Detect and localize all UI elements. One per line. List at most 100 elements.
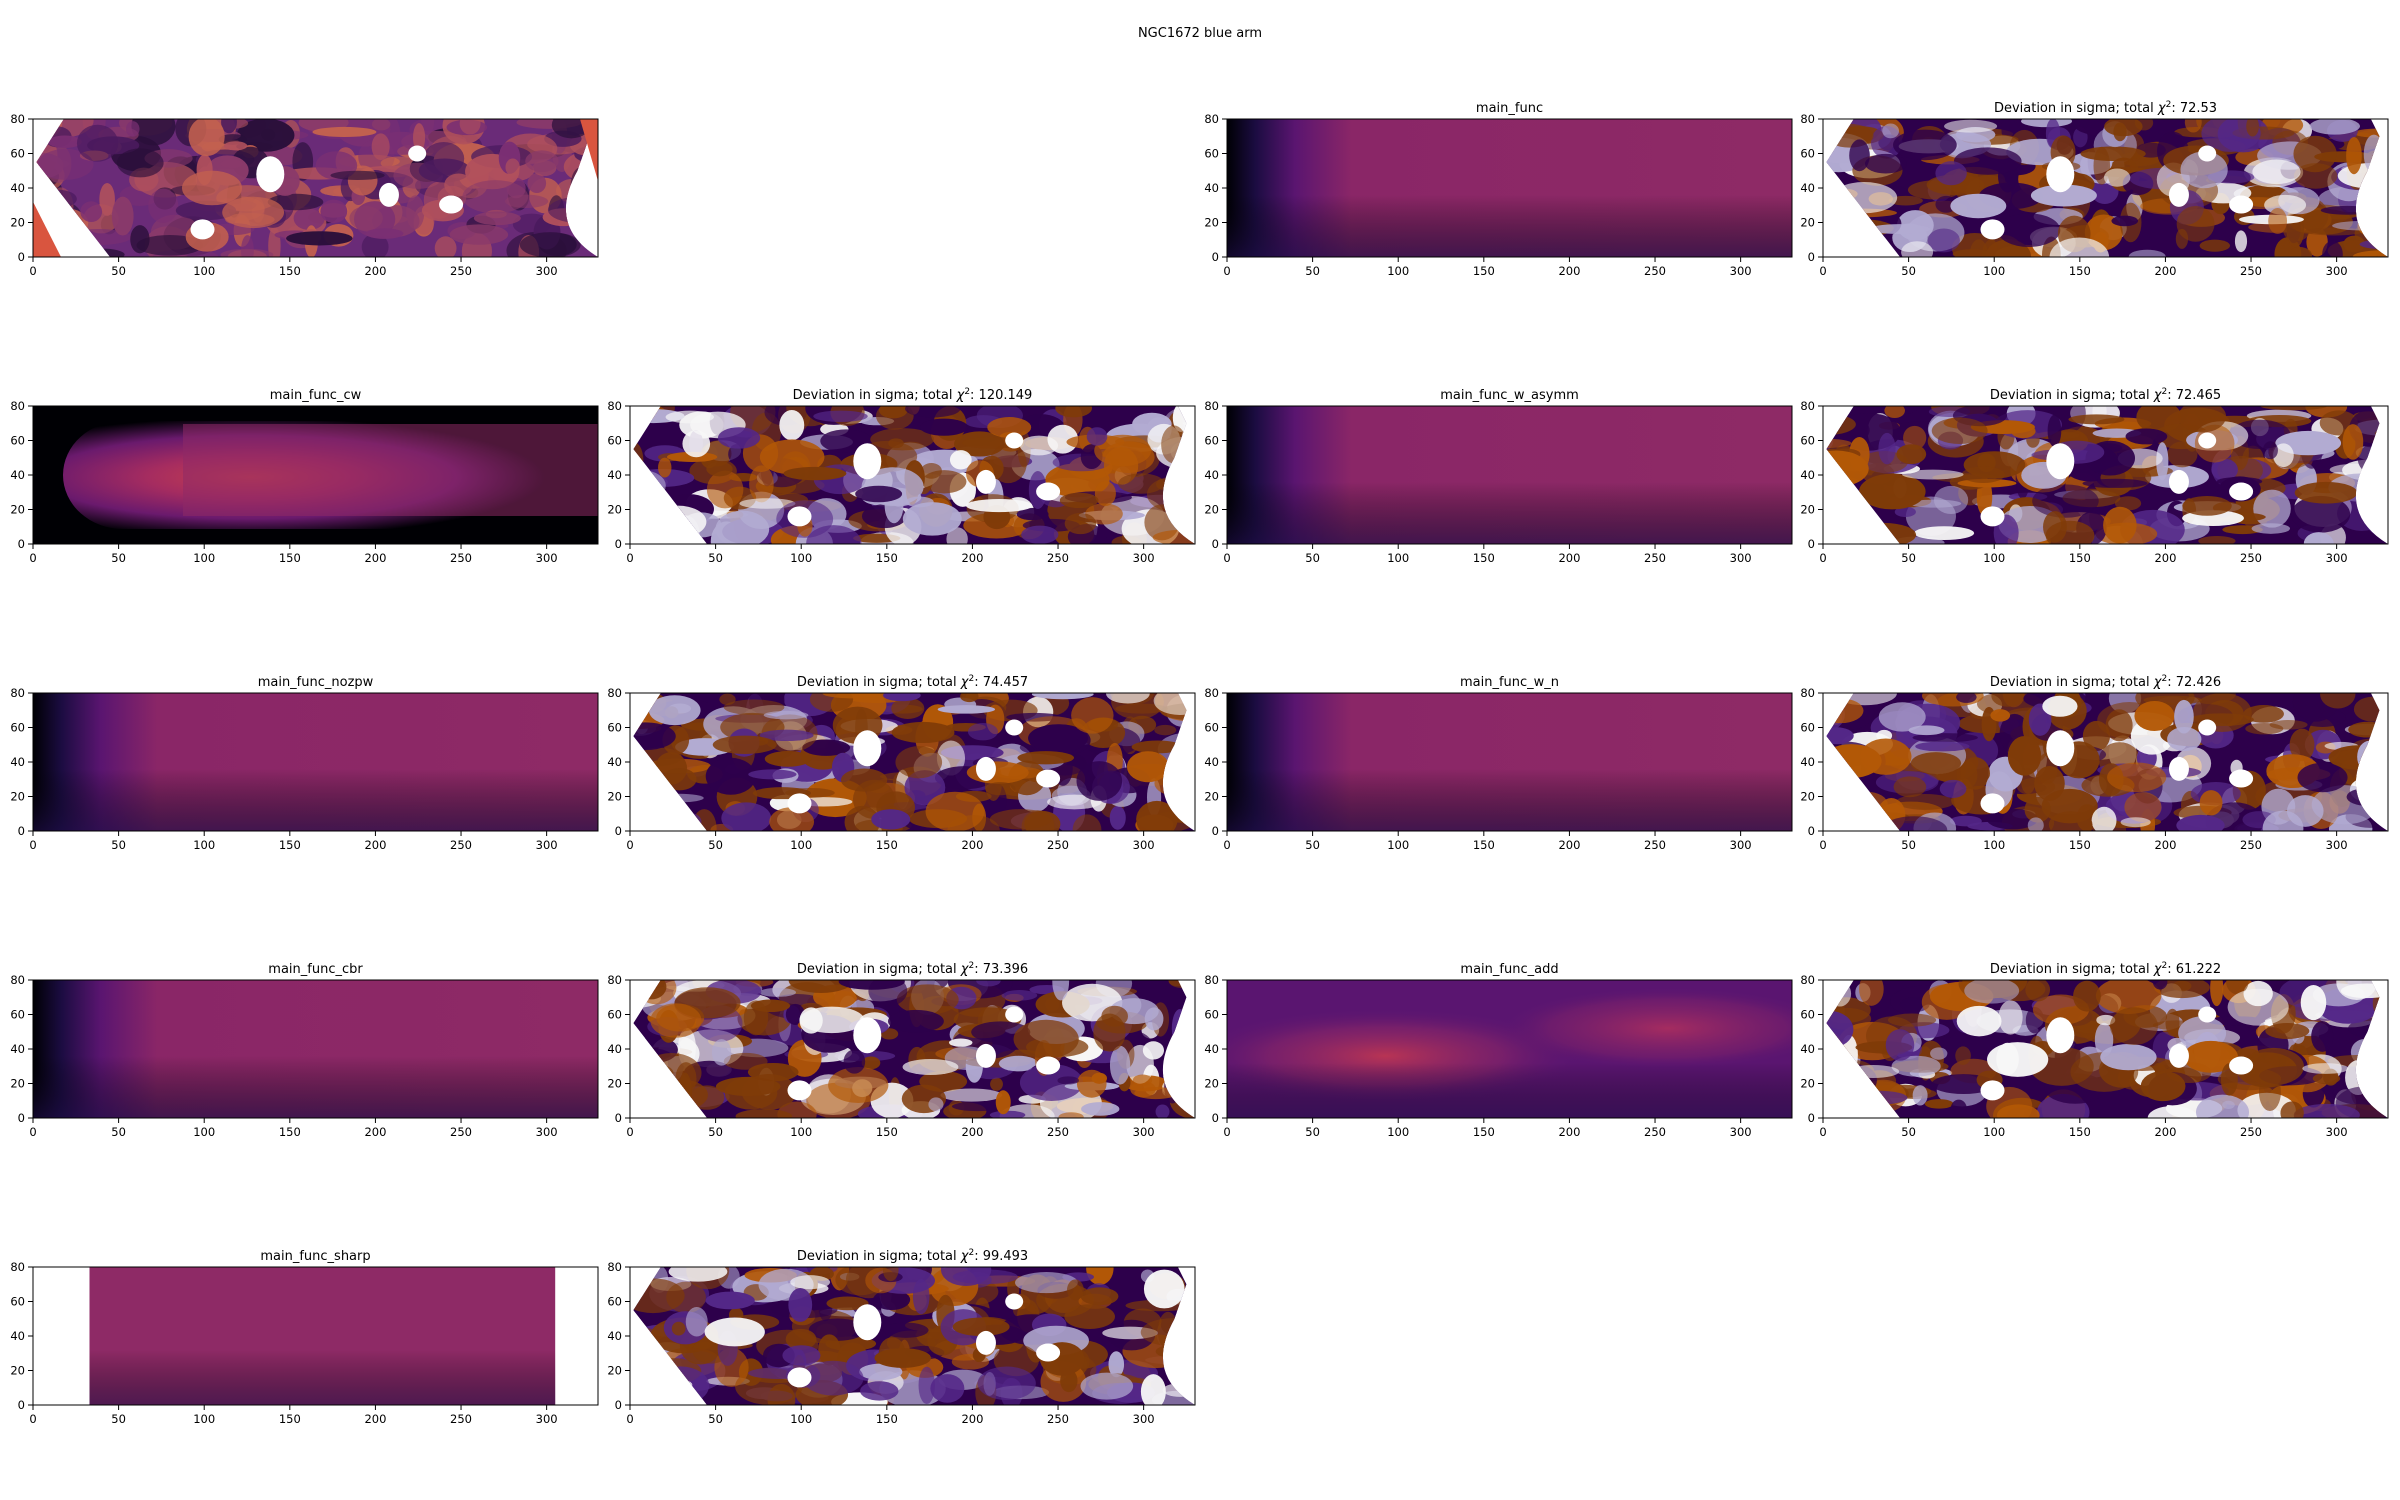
x-tick-label: 50 [1305, 1125, 1320, 1139]
x-tick-label: 200 [961, 1125, 983, 1139]
panel-title: Deviation in sigma; total χ2: 72.53 [1994, 100, 2217, 116]
panel-title: main_func [1476, 101, 1543, 116]
x-tick-label: 50 [708, 1412, 723, 1426]
x-tick-label: 250 [1644, 264, 1666, 278]
x-tick-label: 50 [1901, 838, 1916, 852]
y-tick-label: 0 [615, 824, 622, 838]
y-tick-label: 80 [1800, 399, 1815, 413]
y-tick-label: 0 [1808, 250, 1815, 264]
subplot-deviation: 0 50 100 150 200 250 300 0 20 40 60 80 Deviation in … [607, 387, 1196, 565]
x-tick-label: 300 [1133, 1412, 1155, 1426]
y-tick-label: 60 [1204, 147, 1219, 161]
y-tick-label: 20 [1204, 1077, 1219, 1091]
x-tick-label: 0 [29, 551, 36, 565]
deviation-image [633, 406, 1195, 544]
subplot-deviation: 0 50 100 150 200 250 300 0 20 40 60 80 Deviation in … [1800, 387, 2389, 565]
y-tick-label: 20 [1800, 216, 1815, 230]
y-tick-label: 0 [1808, 537, 1815, 551]
x-tick-label: 150 [2069, 1125, 2091, 1139]
x-tick-label: 0 [1819, 838, 1826, 852]
y-tick-label: 0 [18, 250, 25, 264]
x-tick-label: 150 [2069, 838, 2091, 852]
y-tick-label: 80 [1800, 973, 1815, 987]
x-tick-label: 200 [1558, 1125, 1580, 1139]
y-tick-label: 0 [615, 1398, 622, 1412]
x-tick-label: 50 [1305, 551, 1320, 565]
x-tick-label: 200 [1558, 264, 1580, 278]
y-tick-label: 60 [1204, 721, 1219, 735]
y-tick-label: 0 [615, 1111, 622, 1125]
y-tick-label: 40 [10, 755, 25, 769]
model-image [33, 693, 598, 831]
deviation-image [633, 1267, 1195, 1405]
x-tick-label: 300 [2326, 264, 2348, 278]
y-tick-label: 80 [1800, 686, 1815, 700]
x-tick-label: 150 [1473, 551, 1495, 565]
y-tick-label: 40 [1800, 1042, 1815, 1056]
x-tick-label: 100 [193, 264, 215, 278]
x-tick-label: 200 [1558, 838, 1580, 852]
y-tick-label: 40 [1204, 468, 1219, 482]
subplot-main-func-add: 0 50 100 150 200 250 300 0 20 40 60 80 main_func_add [1204, 962, 1793, 1139]
x-tick-label: 50 [111, 551, 126, 565]
panel-title: main_func_nozpw [258, 675, 374, 690]
x-tick-label: 250 [1644, 838, 1666, 852]
x-tick-label: 0 [1223, 1125, 1230, 1139]
x-tick-label: 150 [279, 1412, 301, 1426]
x-tick-label: 50 [1305, 264, 1320, 278]
y-tick-label: 80 [1800, 112, 1815, 126]
y-tick-label: 40 [1204, 755, 1219, 769]
x-tick-label: 250 [1644, 551, 1666, 565]
x-tick-label: 50 [111, 1125, 126, 1139]
figure-title: NGC1672 blue arm [1137, 26, 1263, 41]
y-tick-label: 80 [10, 399, 25, 413]
y-tick-label: 60 [10, 434, 25, 448]
x-tick-label: 300 [1133, 1125, 1155, 1139]
x-tick-label: 0 [626, 551, 633, 565]
y-tick-label: 80 [10, 1260, 25, 1274]
x-tick-label: 200 [961, 551, 983, 565]
x-tick-label: 0 [1819, 551, 1826, 565]
y-tick-label: 60 [607, 434, 622, 448]
x-tick-label: 50 [708, 838, 723, 852]
y-tick-label: 60 [10, 147, 25, 161]
panel-title: Deviation in sigma; total χ2: 99.493 [797, 1248, 1028, 1264]
x-tick-label: 250 [2240, 1125, 2262, 1139]
x-tick-label: 250 [450, 838, 472, 852]
y-tick-label: 20 [10, 216, 25, 230]
panel-title: main_func_cbr [268, 962, 363, 977]
x-tick-label: 0 [29, 1412, 36, 1426]
y-tick-label: 40 [1204, 1042, 1219, 1056]
y-tick-label: 40 [1800, 755, 1815, 769]
y-tick-label: 60 [607, 1295, 622, 1309]
y-tick-label: 40 [607, 1042, 622, 1056]
x-tick-label: 50 [1305, 838, 1320, 852]
y-tick-label: 20 [607, 503, 622, 517]
x-tick-label: 150 [1473, 264, 1495, 278]
x-tick-label: 200 [2154, 1125, 2176, 1139]
x-tick-label: 100 [193, 1125, 215, 1139]
x-tick-label: 200 [364, 838, 386, 852]
deviation-image [633, 693, 1195, 831]
x-tick-label: 50 [1901, 551, 1916, 565]
x-tick-label: 250 [2240, 264, 2262, 278]
x-tick-label: 100 [1387, 838, 1409, 852]
x-tick-label: 250 [1047, 838, 1069, 852]
x-tick-label: 100 [193, 1412, 215, 1426]
model-image [33, 406, 598, 544]
deviation-image [1826, 119, 2388, 257]
y-tick-label: 60 [1204, 434, 1219, 448]
x-tick-label: 200 [961, 838, 983, 852]
x-tick-label: 150 [2069, 551, 2091, 565]
y-tick-label: 20 [1204, 503, 1219, 517]
x-tick-label: 200 [1558, 551, 1580, 565]
y-tick-label: 60 [607, 1008, 622, 1022]
y-tick-label: 60 [1800, 147, 1815, 161]
y-tick-label: 0 [1212, 824, 1219, 838]
x-tick-label: 0 [1819, 264, 1826, 278]
y-tick-label: 20 [10, 503, 25, 517]
x-tick-label: 300 [1730, 838, 1752, 852]
y-tick-label: 40 [10, 1042, 25, 1056]
subplot-deviation: 0 50 100 150 200 250 300 0 20 40 60 80 Deviation in … [607, 961, 1196, 1139]
y-tick-label: 60 [1800, 721, 1815, 735]
